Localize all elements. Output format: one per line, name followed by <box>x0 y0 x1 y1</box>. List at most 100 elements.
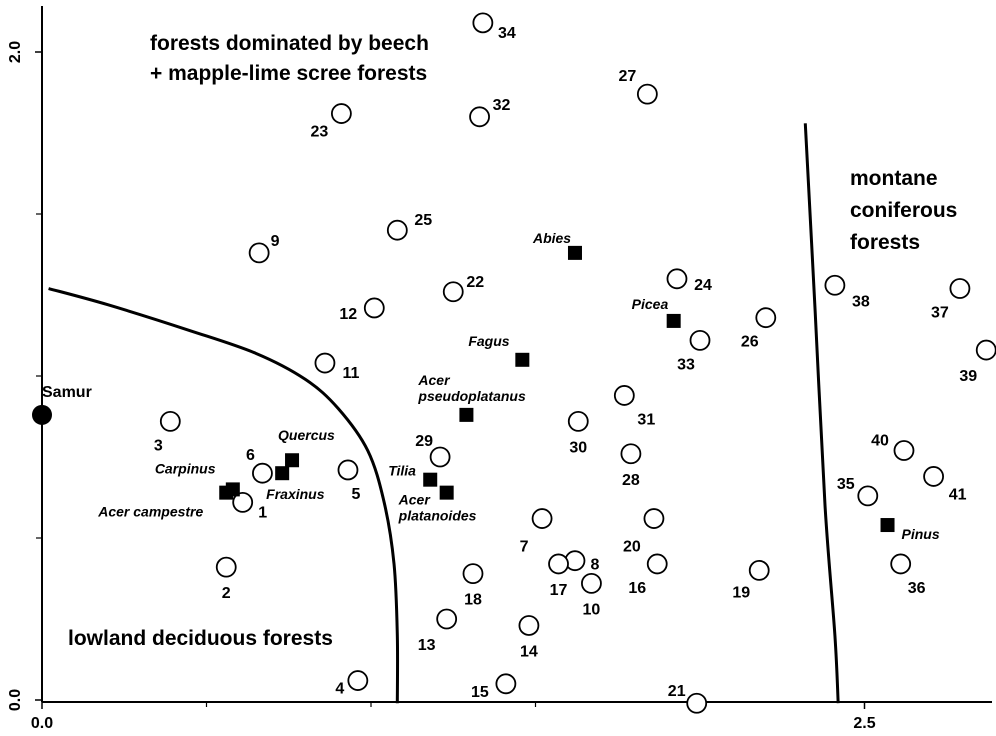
site-marker-7 <box>531 508 553 529</box>
species-marker-quercus <box>285 453 300 468</box>
site-marker-22 <box>442 281 464 303</box>
boundary-line-0 <box>48 287 400 704</box>
site-marker-26 <box>755 307 777 329</box>
site-marker-31 <box>613 385 635 406</box>
samur-label: Samur <box>42 384 92 401</box>
site-marker-39 <box>975 339 996 361</box>
site-marker-36 <box>890 553 912 575</box>
species-marker-pinus <box>880 518 895 533</box>
species-label-3-line-1: pseudoplatanus <box>417 388 526 404</box>
region-boundaries <box>48 123 840 704</box>
species-label-4-line-0: Tilia <box>388 463 416 479</box>
species-label-10-line-0: Pinus <box>902 526 940 542</box>
site-label-40: 40 <box>871 433 889 450</box>
species-label-3-line-0: Acer <box>417 372 451 388</box>
species-label-1-line-0: Picea <box>632 296 669 312</box>
site-marker-17 <box>548 553 569 575</box>
site-label-26: 26 <box>741 334 759 351</box>
region-label-lowland: lowland deciduous forests <box>68 627 333 650</box>
species-marker-acer-pseudoplatanus <box>459 407 474 422</box>
site-label-12: 12 <box>339 306 357 323</box>
y-tick-label-0: 0.0 <box>7 689 24 711</box>
boundary-line-1 <box>803 123 840 704</box>
site-marker-35 <box>857 485 879 507</box>
site-marker-41 <box>923 466 944 487</box>
site-label-7: 7 <box>520 539 529 556</box>
site-marker-33 <box>689 329 711 351</box>
species-marker-acer-platanoides <box>439 485 454 500</box>
species-label-5-line-1: platanoides <box>398 508 477 524</box>
region-label-montane-line-3: forests <box>850 231 920 254</box>
site-marker-10 <box>581 572 602 594</box>
site-label-33: 33 <box>677 356 695 373</box>
site-marker-30 <box>567 410 589 432</box>
site-marker-12 <box>363 297 385 319</box>
site-marker-6 <box>252 462 273 484</box>
site-marker-27 <box>636 83 658 105</box>
site-label-36: 36 <box>908 580 926 597</box>
site-label-17: 17 <box>550 582 568 599</box>
site-marker-2 <box>215 556 237 578</box>
site-marker-34 <box>472 12 494 34</box>
site-marker-15 <box>495 673 517 695</box>
species-marker-acer-campestre <box>219 485 234 500</box>
site-label-24: 24 <box>694 277 712 294</box>
species-marker-fagus <box>515 352 530 367</box>
site-marker-18 <box>462 563 484 585</box>
site-marker-1 <box>232 491 254 513</box>
site-label-6: 6 <box>246 447 255 464</box>
site-marker-9 <box>248 242 270 264</box>
site-marker-19 <box>748 560 770 581</box>
x-tick-label-1: 2.5 <box>853 715 875 732</box>
species-label-2-line-0: Fagus <box>468 333 509 349</box>
site-marker-25 <box>386 219 408 241</box>
site-label-14: 14 <box>520 643 538 660</box>
site-label-15: 15 <box>471 684 489 701</box>
site-label-25: 25 <box>414 212 432 229</box>
reference-site: Samur <box>32 384 92 425</box>
site-label-8: 8 <box>591 557 600 574</box>
site-marker-29 <box>429 446 451 468</box>
region-label-beech-line-1: forests dominated by beech <box>150 32 429 55</box>
y-tick-label-1: 2.0 <box>7 41 24 63</box>
site-marker-21 <box>686 692 708 714</box>
species-label-5-line-0: Acer <box>398 492 432 508</box>
site-marker-37 <box>949 278 971 299</box>
species-marker-tilia <box>423 472 438 487</box>
site-label-9: 9 <box>271 233 280 250</box>
site-label-13: 13 <box>418 637 436 654</box>
site-label-4: 4 <box>335 681 344 698</box>
site-marker-5 <box>337 459 359 481</box>
site-marker-4 <box>347 670 369 691</box>
site-label-35: 35 <box>837 476 855 493</box>
species-label-8-line-0: Carpinus <box>155 460 216 476</box>
site-label-34: 34 <box>498 25 516 42</box>
site-label-3: 3 <box>154 437 163 454</box>
site-marker-32 <box>469 106 490 128</box>
species-points: AbiesPiceaFagusAcerpseudoplatanusTiliaAc… <box>97 230 940 542</box>
site-label-22: 22 <box>466 274 484 291</box>
samur-marker <box>32 404 52 425</box>
site-marker-24 <box>666 268 688 290</box>
site-label-41: 41 <box>949 486 967 503</box>
site-label-23: 23 <box>310 124 328 141</box>
region-label-montane-line-2: coniferous <box>850 199 957 222</box>
site-marker-16 <box>646 553 668 575</box>
site-marker-38 <box>824 274 846 296</box>
species-label-0-line-0: Abies <box>532 230 571 246</box>
site-label-39: 39 <box>959 368 977 385</box>
site-label-37: 37 <box>931 305 949 322</box>
site-label-30: 30 <box>569 439 587 456</box>
site-label-11: 11 <box>342 365 359 382</box>
site-marker-14 <box>518 615 540 636</box>
region-label-beech-line-2: + mapple-lime scree forests <box>150 62 427 85</box>
region-label-montane-line-1: montane <box>850 167 938 190</box>
site-label-2: 2 <box>222 585 231 602</box>
site-label-21: 21 <box>668 683 686 700</box>
site-label-29: 29 <box>415 433 433 450</box>
site-marker-20 <box>643 508 665 529</box>
site-label-5: 5 <box>352 486 361 503</box>
axes <box>41 6 992 703</box>
